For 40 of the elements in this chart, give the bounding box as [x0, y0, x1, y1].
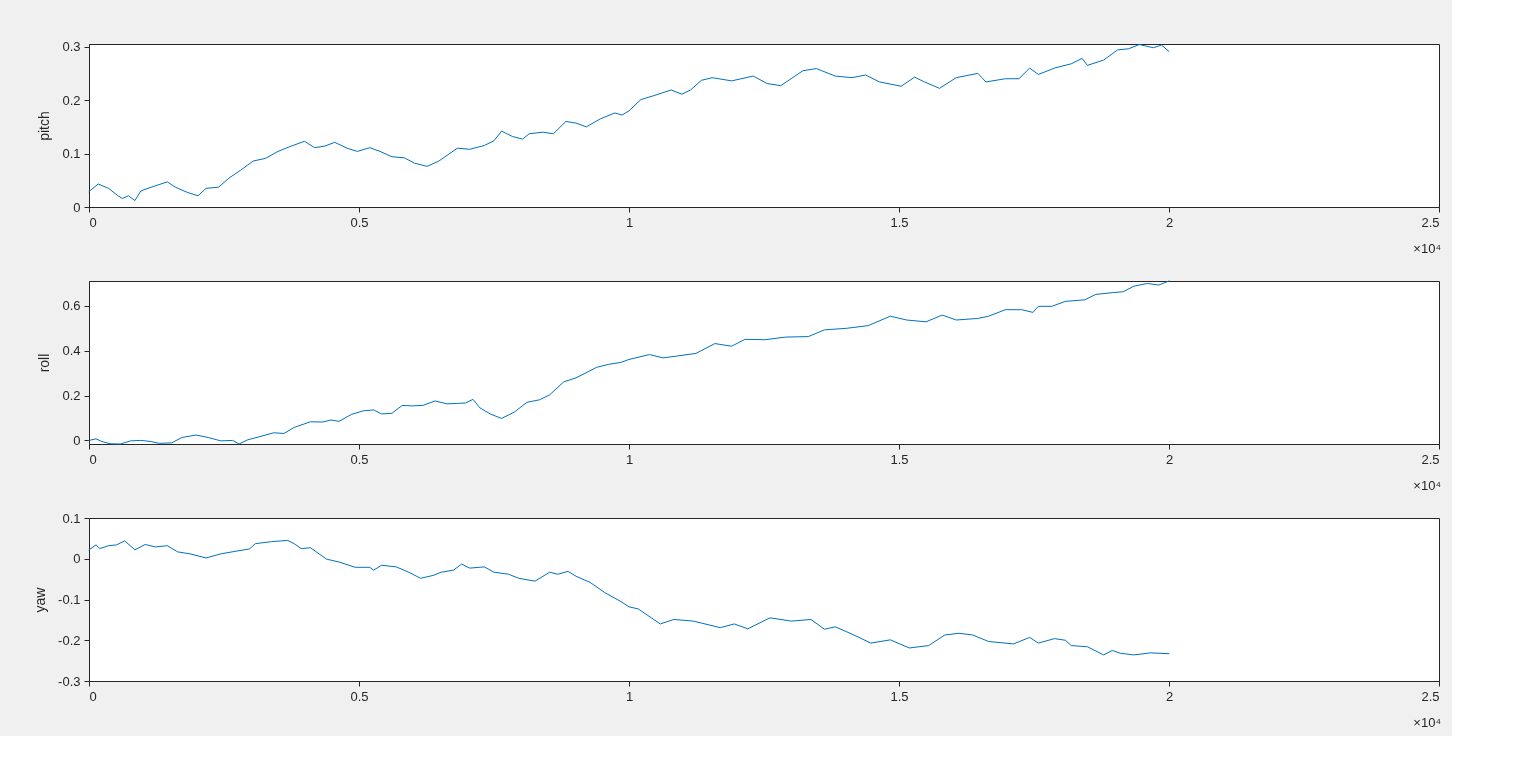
x-tick-label: 2 [1165, 214, 1174, 230]
line-series [88, 280, 1170, 445]
x-tick-label: 1 [625, 214, 634, 230]
x-tick-label: 0 [89, 214, 97, 230]
x-tick-label: 1.5 [890, 214, 909, 230]
x-tick-label: 1.5 [890, 451, 909, 467]
y-tick-label: 0.3 [62, 39, 81, 55]
x-tick-label: 1.5 [890, 688, 909, 704]
x-tick-label: 2 [1165, 688, 1174, 704]
y-tick-label: 0 [73, 199, 81, 215]
y-tick-label: -0.1 [58, 592, 81, 607]
y-tick-label: 0.1 [62, 146, 81, 162]
y-tick-label: 0 [73, 551, 81, 567]
x-tick-label: 2.5 [1421, 688, 1440, 704]
x-tick-label: 2 [1165, 451, 1174, 467]
y-tick-label: 0 [73, 432, 81, 448]
x-tick-label: 0.5 [350, 688, 369, 704]
text: ×10⁴ [1413, 715, 1441, 730]
x-tick-label: 0 [89, 688, 97, 704]
y-axis-title: roll [36, 353, 53, 373]
y-tick-label: 0.2 [62, 92, 81, 108]
x-tick-label: 2.5 [1421, 214, 1440, 230]
y-tick-label: 0.2 [62, 388, 81, 404]
line-series [88, 539, 1170, 656]
y-axis-title: pitch [36, 111, 53, 141]
x-tick-label: 0.5 [350, 214, 369, 230]
y-tick-label: 0.6 [62, 298, 81, 314]
text: ×10⁴ [1413, 478, 1441, 493]
text: ×10⁴ [1413, 241, 1441, 256]
x-tick-label: 2.5 [1421, 451, 1440, 467]
y-tick-label: 0.1 [62, 510, 81, 526]
line-series [88, 44, 1170, 202]
x-tick-label: 1 [625, 688, 634, 704]
x-tick-label: 0.5 [350, 451, 369, 467]
y-tick-label: 0.4 [62, 343, 81, 359]
y-tick-label: -0.2 [58, 632, 81, 648]
x-tick-label: 1 [625, 451, 634, 467]
y-axis-title: yaw [32, 586, 49, 613]
x-tick-label: 0 [89, 451, 97, 467]
y-tick-label: -0.3 [58, 673, 81, 689]
